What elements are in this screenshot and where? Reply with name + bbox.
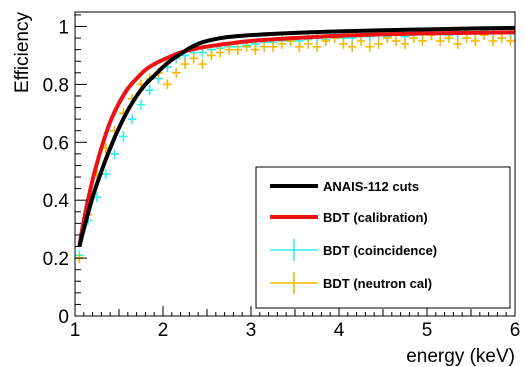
data-point [391, 35, 401, 46]
data-point [198, 59, 207, 70]
data-point [171, 67, 181, 78]
y-tick-label: 0.4 [43, 191, 70, 212]
axis-tick-labels: 1 2 3 4 5 6 0 0.2 0.4 0.6 0.8 1 [43, 17, 521, 341]
data-point [145, 85, 155, 96]
data-point [418, 35, 427, 46]
series-line [77, 25, 516, 248]
x-tick-label: 3 [246, 320, 257, 341]
legend: ANAIS-112 cuts BDT (calibration) BDT (coin… [255, 166, 511, 309]
data-point [435, 35, 445, 46]
y-axis-title: Efficiency [12, 12, 33, 93]
data-point [224, 44, 234, 55]
data-point [295, 41, 304, 52]
series-anais-112-cuts [77, 25, 516, 248]
x-tick-label: 6 [510, 320, 521, 341]
data-point [101, 169, 111, 180]
data-point [471, 35, 480, 46]
legend-entry: ANAIS-112 cuts [270, 179, 419, 194]
data-point [180, 59, 190, 70]
series-bdt-calibration [77, 30, 516, 247]
x-axis-title: energy (keV) [406, 346, 515, 367]
y-tick-label: 0 [58, 307, 69, 328]
data-point [189, 53, 199, 64]
y-tick-label: 0.2 [43, 249, 69, 270]
data-point [259, 41, 269, 52]
legend-entry: BDT (calibration) [270, 210, 428, 225]
data-point [242, 41, 251, 52]
data-point [347, 41, 357, 52]
data-point [127, 114, 137, 125]
y-tick-label: 0.6 [43, 133, 69, 154]
data-point [136, 99, 146, 110]
x-tick-label: 5 [422, 320, 433, 341]
plot-area [75, 25, 516, 264]
axis-ticks [74, 14, 516, 317]
legend-label: BDT (neutron cal) [323, 276, 432, 291]
data-point [233, 44, 243, 55]
legend-label: BDT (coincidence) [323, 243, 437, 258]
data-point [365, 41, 375, 52]
legend-entries: ANAIS-112 cuts BDT (calibration) BDT (coin… [270, 179, 437, 294]
data-point [207, 50, 216, 61]
y-tick-label: 1 [58, 17, 69, 38]
data-point [488, 35, 498, 46]
data-point [339, 38, 348, 49]
legend-entry: BDT (coincidence) [270, 239, 437, 261]
data-point [215, 47, 225, 58]
legend-entry: BDT (neutron cal) [270, 272, 432, 294]
data-point [251, 44, 260, 55]
data-point [163, 79, 172, 90]
data-point [453, 38, 463, 49]
data-point [303, 38, 313, 49]
data-point [356, 35, 366, 46]
series-layer [75, 25, 516, 264]
legend-label: ANAIS-112 cuts [323, 179, 419, 194]
data-point [110, 148, 119, 159]
legend-box [255, 166, 511, 309]
data-point [497, 33, 507, 44]
legend-label: BDT (calibration) [323, 210, 428, 225]
data-point [506, 35, 515, 46]
series-line [77, 30, 516, 247]
data-point [312, 41, 322, 52]
x-tick-label: 2 [158, 320, 169, 341]
data-point [268, 41, 278, 52]
data-point [374, 38, 383, 49]
data-point [400, 38, 410, 49]
x-tick-label: 1 [70, 320, 81, 341]
x-tick-label: 4 [334, 320, 345, 341]
y-tick-label: 0.8 [43, 75, 69, 96]
data-point [119, 131, 128, 142]
